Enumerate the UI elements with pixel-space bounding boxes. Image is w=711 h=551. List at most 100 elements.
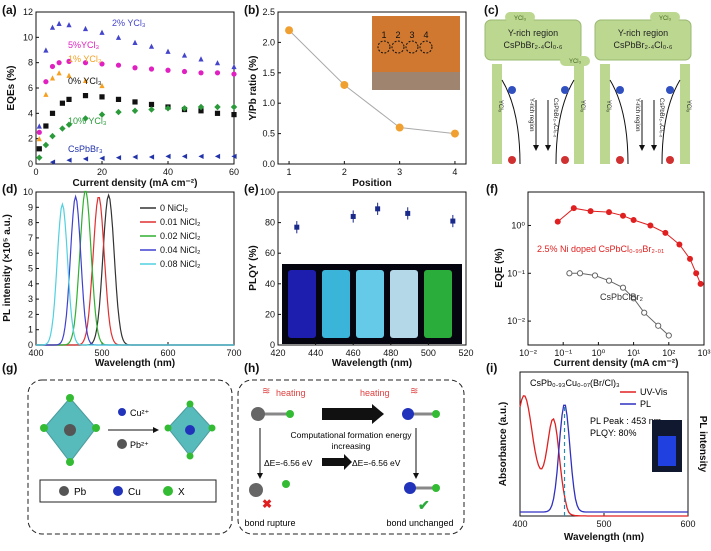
chart-d-ytick-label: 2 — [28, 309, 33, 319]
chart-e-frame — [277, 191, 467, 346]
c-ycl3-vertical-3: YCl₃ — [605, 100, 611, 113]
chart-e-xtick-label: 520 — [458, 348, 473, 358]
chart-i-vial-glow — [658, 436, 676, 466]
chart-a-ytick-label: 10 — [23, 32, 33, 42]
chart-b-ytick-label: 0.5 — [262, 129, 275, 139]
chart-a-point — [56, 70, 62, 76]
g-cu-label: Cu²⁺ — [130, 408, 150, 418]
chart-a-point — [148, 66, 155, 72]
chart-a-point — [181, 68, 188, 75]
c-ycl3-vertical-2: YCl₃ — [579, 100, 585, 113]
legend-a-0pct: 0% YCl₃ — [68, 76, 102, 86]
c-electron-4 — [666, 86, 674, 94]
chart-d-xtick-label: 700 — [226, 348, 241, 358]
chart-a-point — [115, 96, 122, 102]
legend-a-5pct: 5%YCl₃ — [68, 40, 100, 50]
c-region-formula-1: CsPbBr₂.₄Cl₀.₆ — [503, 40, 562, 50]
g-pb-center — [64, 424, 76, 436]
chart-e-xtick-label: 480 — [383, 348, 398, 358]
chart-e-ytick-label: 40 — [265, 279, 275, 289]
chart-f-point — [647, 222, 654, 229]
c-ycl3-blob-2 — [560, 56, 590, 66]
chart-a-point — [165, 67, 171, 73]
chart-a-point — [214, 60, 221, 66]
c-region-label-1: Y-rich region — [508, 28, 558, 38]
c-region-box-2 — [594, 19, 692, 61]
legend-i-pl: PL — [640, 399, 651, 409]
chart-f-xtick-label: 10³ — [697, 348, 710, 358]
g-x-atom-6 — [208, 424, 216, 432]
chart-e-ylabel: PLQY (%) — [248, 245, 259, 290]
chart-f-point — [686, 255, 693, 262]
chart-a-point — [99, 82, 105, 89]
chart-a-point — [115, 34, 122, 40]
chart-a-ylabel: EQEs (%) — [6, 65, 17, 110]
chart-b-ytick-label: 2.5 — [262, 7, 275, 17]
chart-e-ytick-label: 100 — [260, 187, 275, 197]
chart-e-vial — [356, 270, 384, 338]
h-heat-icon-right: ≋ — [410, 386, 418, 397]
chart-f-point — [605, 209, 612, 216]
h-bond-unchanged: bond unchanged — [386, 518, 453, 528]
chart-e-point — [294, 224, 300, 230]
c-formula-vertical-2: CsPbBr₂.₄Cl₀.₆ — [658, 98, 664, 138]
panel-label-a: (a) — [2, 3, 17, 17]
chart-a-point — [198, 56, 204, 62]
chart-a-point — [43, 47, 49, 53]
h-dashed-box — [237, 379, 465, 535]
chart-e-ytick-label: 60 — [265, 248, 275, 258]
chart-a-point — [59, 100, 65, 106]
legend-a-1pct: 1% YCl₃ — [68, 54, 102, 64]
chart-a-point — [65, 121, 73, 128]
chart-f-xtick-label: 10² — [662, 348, 675, 358]
chart-d-ytick-label: 6 — [28, 248, 33, 258]
c-electron-2 — [561, 86, 569, 94]
g-legend-cu: Cu — [128, 487, 141, 498]
chart-e-xtick-label: 460 — [346, 348, 361, 358]
chart-a-point — [36, 129, 42, 135]
panel-label-c: (c) — [484, 3, 499, 17]
h-delta-e-right: ΔE=-6.56 eV — [352, 458, 401, 468]
chart-f-point — [570, 205, 577, 212]
chart-a-point — [59, 125, 66, 132]
h-big-arrow — [322, 404, 384, 424]
h-x-atom-3 — [282, 480, 290, 488]
chart-e-vial — [288, 270, 316, 338]
g-x-atom-4 — [40, 424, 48, 432]
h-cu-atom-2 — [404, 482, 416, 494]
c-band-1a — [501, 79, 521, 165]
chart-a-point — [66, 22, 72, 28]
chart-a-point — [132, 39, 138, 45]
chart-a-ytick-label: 8 — [28, 58, 33, 68]
chart-b-ytick-label: 1.0 — [262, 98, 275, 108]
chart-a-point — [99, 61, 105, 67]
c-formula-vertical-1: CsPbBr₂.₄Cl₀.₆ — [552, 98, 558, 138]
chart-b-xtick-label: 2 — [342, 167, 347, 177]
chart-b-inset-label: 4 — [423, 30, 428, 40]
chart-a-point — [198, 108, 204, 114]
chart-b-point — [340, 80, 349, 89]
chart-f-ytick-label: 10⁰ — [511, 220, 525, 230]
chart-i-annot-1: PL Peak : 453 nm — [590, 416, 661, 426]
chart-a-point — [66, 157, 72, 163]
chart-f-point — [630, 295, 637, 302]
chart-a-point — [43, 79, 49, 85]
chart-b-ytick-label: 0.0 — [262, 159, 275, 169]
chart-a-point — [43, 123, 49, 129]
c-yrich-vertical-2: Y-rich region — [634, 98, 640, 131]
chart-i-xtick-label: 400 — [512, 519, 527, 529]
chart-a-point — [66, 58, 72, 64]
legend-d-entry: 0.04 NiCl₂ — [160, 245, 201, 255]
chart-d-ytick-label: 7 — [28, 233, 33, 243]
chart-b-xtick-label: 4 — [452, 167, 457, 177]
chart-f-point — [641, 309, 648, 316]
chart-b-inset-label: 3 — [409, 30, 414, 40]
chart-f: 10⁻² 10⁻¹ 10⁰ 10¹ 10² 10³ 10⁻² 10⁻¹ 10⁰ 2.5% Ni … — [494, 191, 711, 369]
chart-f-point — [662, 229, 669, 236]
c-ycl3-vertical-4: YCl₃ — [685, 100, 691, 113]
chart-i-xtick-label: 500 — [596, 519, 611, 529]
chart-d-ytick-label: 8 — [28, 218, 33, 228]
chart-a-point — [82, 25, 89, 32]
chart-a-point — [99, 29, 105, 35]
c-ycl3-label-3: YCl₃ — [659, 16, 672, 22]
